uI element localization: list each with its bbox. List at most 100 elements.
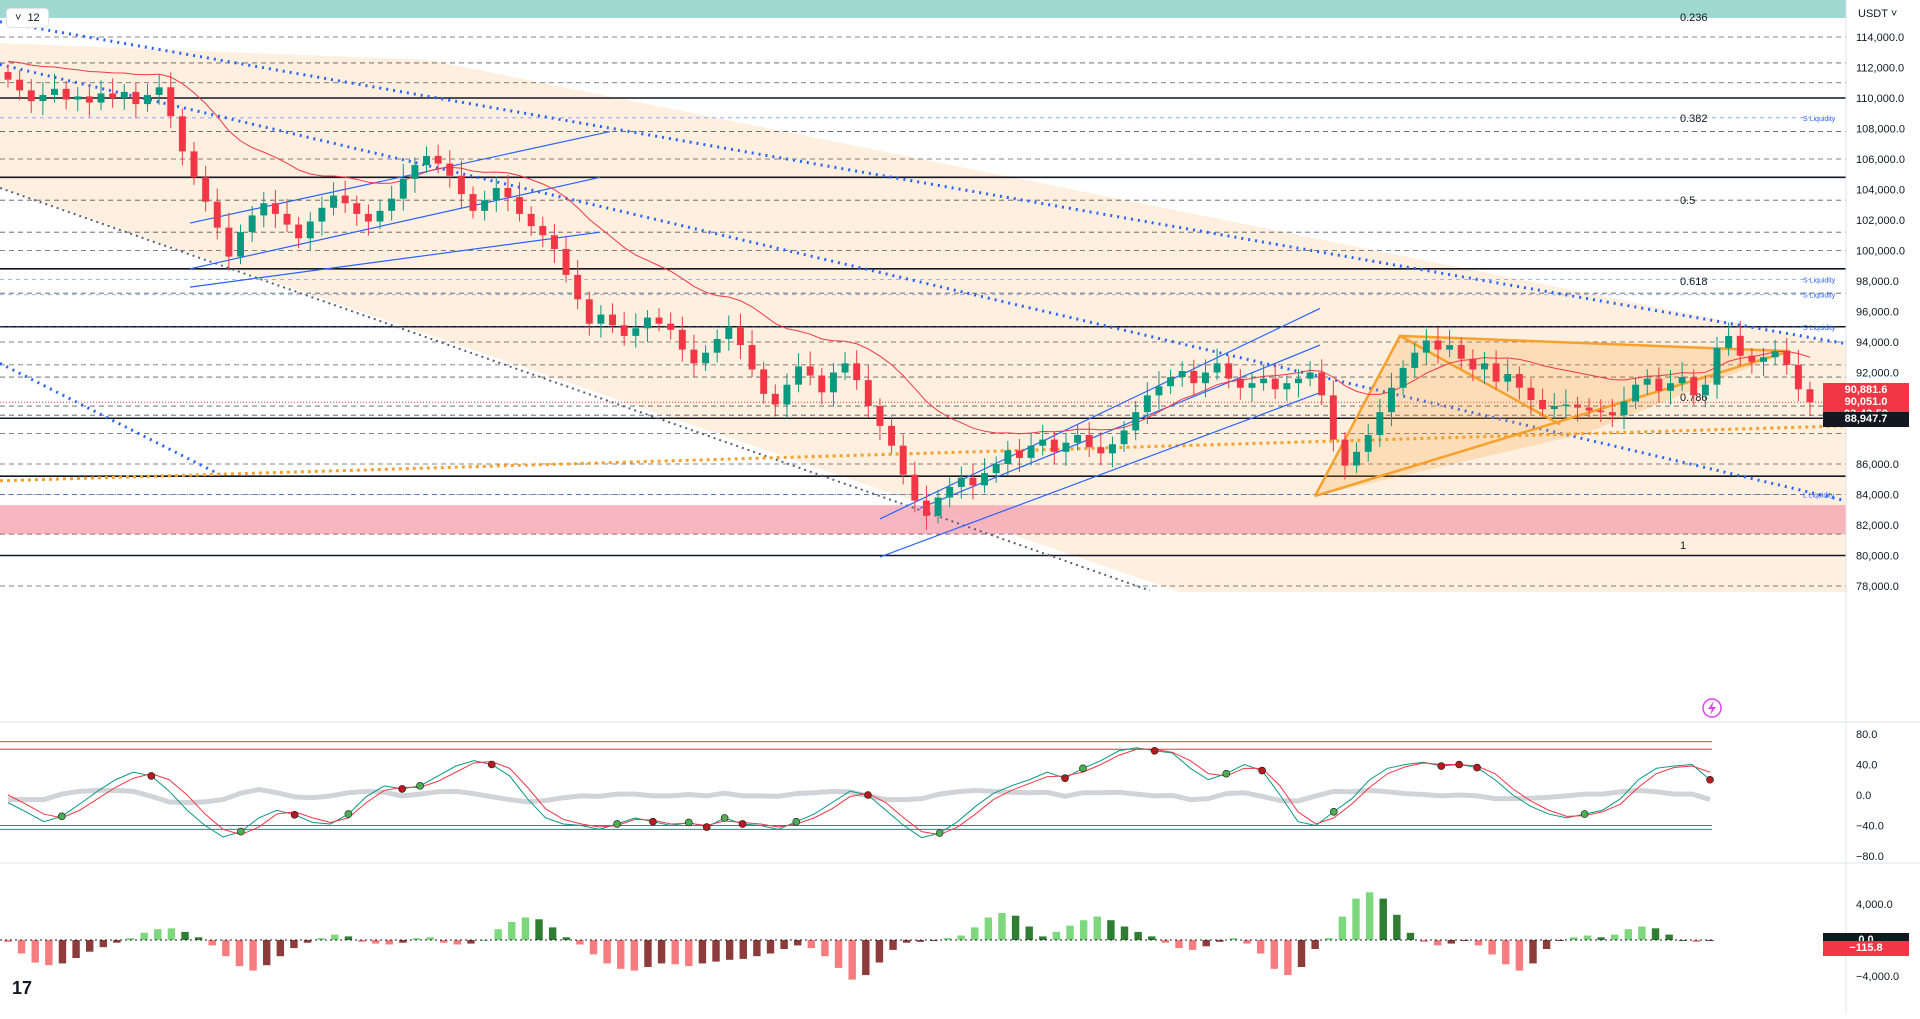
candle-body bbox=[330, 195, 337, 208]
candle-body bbox=[539, 226, 547, 236]
candle-body bbox=[1039, 439, 1047, 446]
candle-body bbox=[16, 79, 24, 91]
candle-body bbox=[237, 232, 244, 257]
macd-axis-tag: −115.8 bbox=[1823, 941, 1909, 957]
macd-histogram-bar bbox=[1651, 928, 1660, 940]
macd-histogram-bar bbox=[753, 940, 761, 957]
candle-body bbox=[167, 87, 175, 117]
oscillator-cross-dot bbox=[1079, 764, 1087, 773]
macd-histogram-bar bbox=[262, 940, 271, 966]
currency-selector[interactable]: USDT ˅ bbox=[1858, 8, 1897, 20]
candle-body bbox=[1353, 451, 1361, 466]
macd-histogram-bar bbox=[916, 940, 924, 942]
candle-body bbox=[399, 178, 407, 199]
oscillator-cross-dot bbox=[416, 782, 424, 790]
macd-axis-tick: 4,000.0 bbox=[1856, 899, 1893, 911]
candle-body bbox=[1725, 335, 1733, 349]
candle-body bbox=[388, 198, 396, 211]
macd-histogram-bar bbox=[1120, 926, 1129, 940]
candle-body bbox=[4, 72, 12, 80]
macd-histogram-bar bbox=[4, 940, 12, 942]
candle-body bbox=[969, 477, 977, 486]
macd-histogram-bar bbox=[535, 919, 543, 940]
candle-body bbox=[946, 486, 954, 498]
macd-histogram-bar bbox=[657, 940, 666, 964]
candle-body bbox=[1504, 374, 1512, 382]
macd-histogram-bar bbox=[31, 940, 39, 963]
macd-histogram-bar bbox=[494, 929, 502, 940]
candle-body bbox=[1469, 358, 1477, 370]
macd-histogram-bar bbox=[957, 935, 965, 940]
candle-body bbox=[1515, 374, 1523, 388]
price-axis-tick: 96,000.0 bbox=[1856, 307, 1899, 319]
price-axis-tag: 90,051.0 bbox=[1823, 395, 1909, 411]
macd-histogram-bar bbox=[1583, 935, 1592, 940]
macd-histogram-bar bbox=[1148, 936, 1156, 940]
candle-body bbox=[1388, 387, 1395, 413]
macd-histogram-bar bbox=[1161, 940, 1170, 943]
price-axis-tick: 78,000.0 bbox=[1856, 581, 1899, 593]
price-axis-tick: 92,000.0 bbox=[1856, 368, 1899, 380]
candle-body bbox=[39, 94, 47, 102]
candle-body bbox=[202, 177, 210, 202]
candle-body bbox=[1632, 384, 1640, 402]
candle-body bbox=[678, 329, 686, 350]
oscillator-cross-dot bbox=[649, 817, 657, 826]
ema-line bbox=[7, 60, 1811, 435]
candle-body bbox=[992, 464, 1000, 474]
oscillator-cross-dot bbox=[487, 760, 496, 769]
interval-selector[interactable]: ˅ 12 bbox=[6, 8, 49, 28]
candle-body bbox=[1574, 404, 1581, 408]
macd-histogram-bar bbox=[453, 940, 462, 945]
candle-body bbox=[144, 94, 151, 105]
candle-body bbox=[981, 473, 989, 486]
macd-histogram-bar bbox=[794, 940, 802, 946]
candle-body bbox=[1306, 372, 1314, 379]
macd-histogram-bar bbox=[1256, 940, 1265, 954]
candle-body bbox=[1422, 340, 1430, 353]
candle-body bbox=[271, 203, 279, 214]
macd-histogram-bar bbox=[712, 940, 720, 962]
candle-body bbox=[318, 207, 326, 222]
candle-body bbox=[1318, 372, 1326, 396]
macd-histogram-bar bbox=[1597, 937, 1605, 940]
candle-body bbox=[1492, 363, 1500, 382]
chevron-down-icon: ˅ bbox=[15, 12, 22, 24]
oscillator-axis-tick: −40.0 bbox=[1856, 821, 1884, 833]
macd-histogram-bar bbox=[58, 940, 67, 964]
fib-level-label: 1 bbox=[1680, 540, 1686, 552]
oscillator-cross-dot bbox=[1455, 760, 1463, 769]
macd-histogram-bar bbox=[1529, 940, 1537, 964]
channel-line bbox=[189, 130, 611, 224]
macd-histogram-bar bbox=[562, 937, 570, 940]
macd-histogram-bar bbox=[1420, 940, 1428, 942]
candle-body bbox=[1050, 439, 1058, 452]
channel-line bbox=[879, 307, 1321, 520]
candle-body bbox=[783, 384, 791, 405]
tradingview-logo: 17 bbox=[12, 978, 33, 998]
macd-histogram-bar bbox=[140, 932, 148, 940]
candle-body bbox=[120, 91, 128, 98]
candle-body bbox=[1062, 442, 1070, 452]
candle-body bbox=[713, 338, 721, 353]
macd-histogram-bar bbox=[1365, 892, 1374, 940]
candle-body bbox=[1085, 435, 1093, 448]
macd-histogram-bar bbox=[984, 917, 993, 940]
oscillator-cross-dot bbox=[1580, 810, 1589, 818]
candle-body bbox=[504, 187, 512, 198]
macd-axis-tick: −4,000.0 bbox=[1856, 971, 1899, 983]
macd-histogram-bar bbox=[317, 938, 325, 940]
price-axis-tag: 88,947.7 bbox=[1823, 412, 1909, 428]
macd-histogram-bar bbox=[971, 927, 979, 940]
candle-body bbox=[1015, 450, 1023, 458]
oscillator-cross-dot bbox=[720, 814, 729, 822]
macd-histogram-bar bbox=[399, 940, 407, 943]
candle-body bbox=[283, 213, 291, 225]
macd-histogram-bar bbox=[72, 940, 80, 958]
candle-body bbox=[411, 165, 419, 179]
candle-body bbox=[1074, 435, 1082, 443]
oscillator-cross-dot bbox=[398, 785, 406, 793]
candle-body bbox=[934, 497, 942, 516]
candle-body bbox=[1213, 363, 1221, 373]
